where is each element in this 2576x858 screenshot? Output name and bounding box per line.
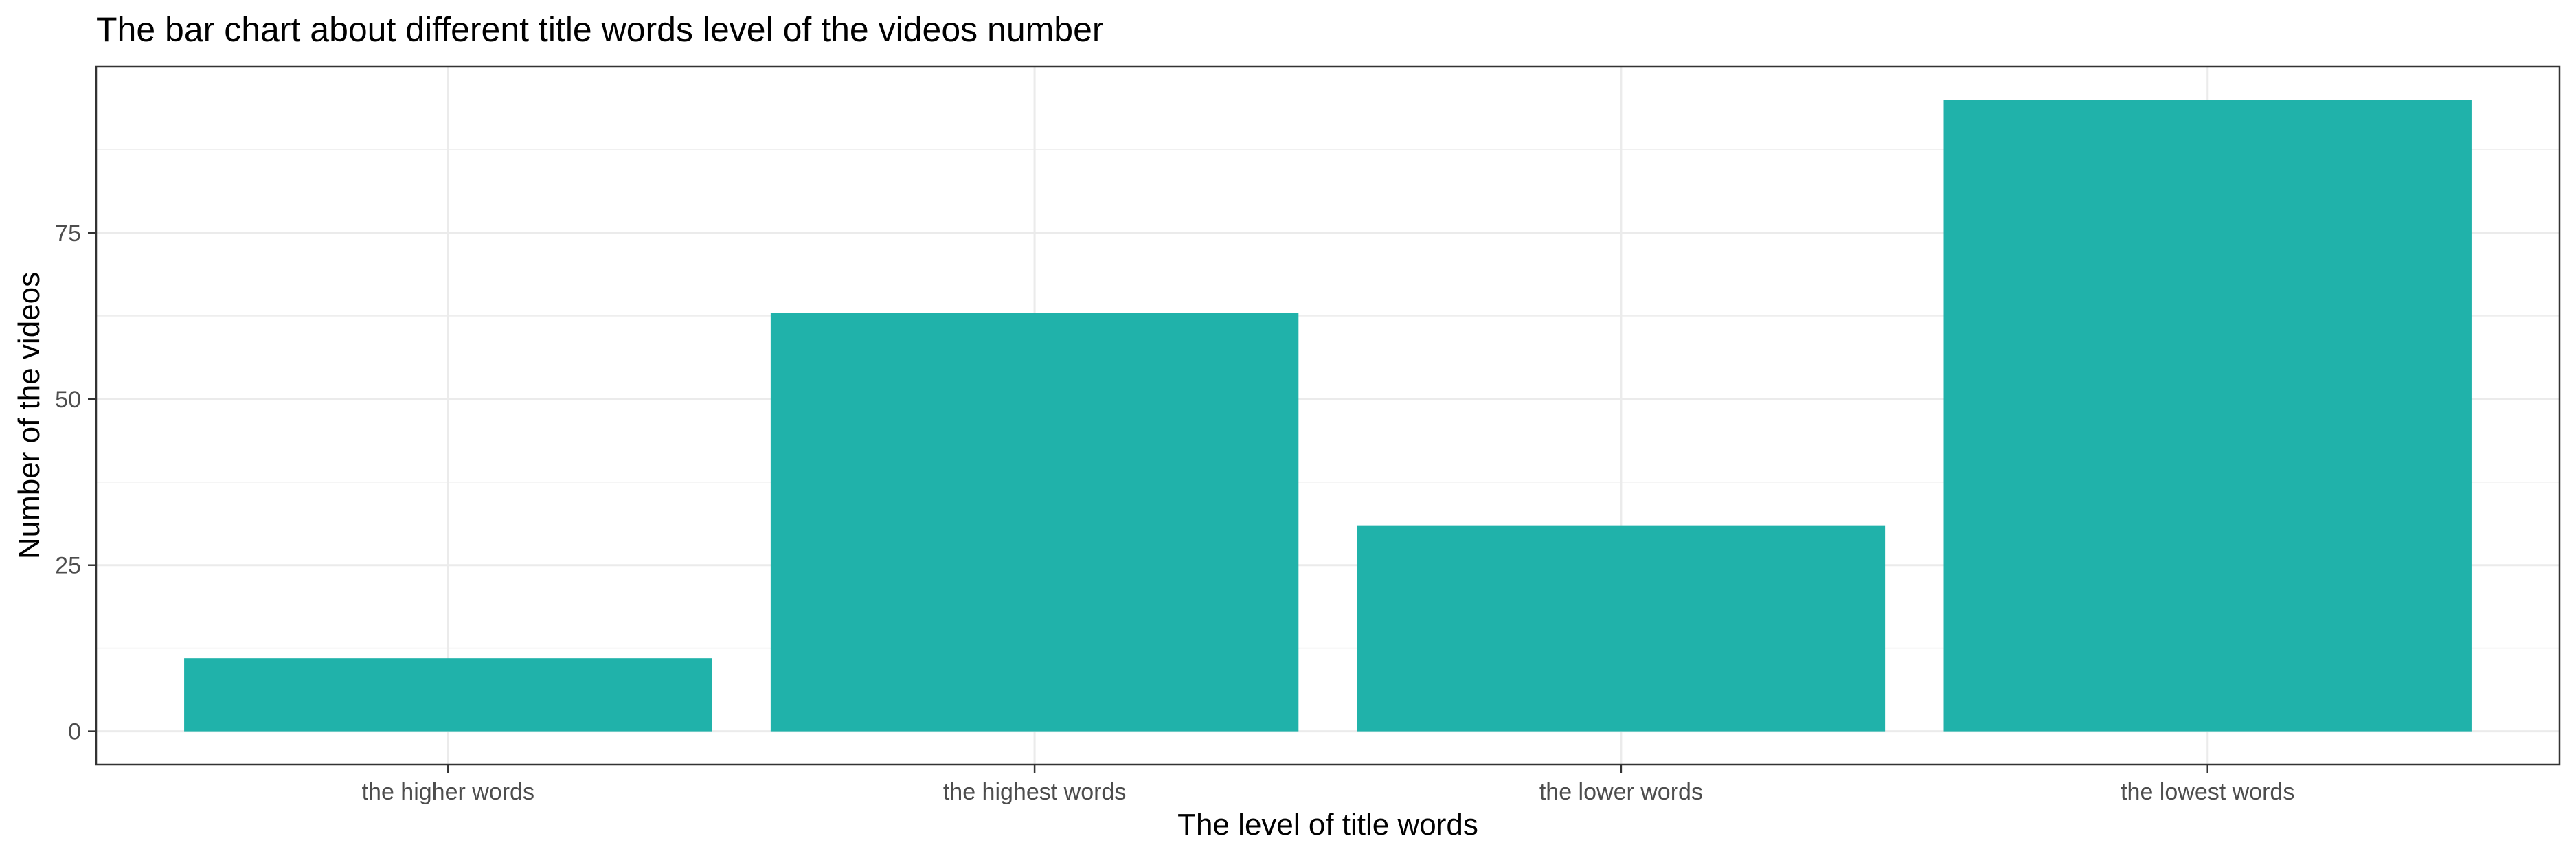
- y-tick-label: 75: [55, 221, 81, 247]
- x-tick-label: the highest words: [943, 779, 1127, 805]
- x-tick-label: the higher words: [362, 779, 534, 805]
- bar: [1943, 100, 2472, 732]
- bar: [1357, 525, 1886, 732]
- x-tick-label: the lowest words: [2121, 779, 2294, 805]
- y-tick-label: 25: [55, 553, 81, 579]
- y-tick-label: 0: [68, 719, 81, 745]
- bar: [184, 658, 712, 732]
- x-tick-label: the lower words: [1539, 779, 1703, 805]
- bar: [770, 313, 1299, 732]
- chart-title: The bar chart about different title word…: [96, 10, 1104, 49]
- x-axis: the higher words the highest words the low…: [362, 765, 2294, 805]
- y-axis: 0 25 50 75: [55, 221, 96, 745]
- y-tick-label: 50: [55, 387, 81, 413]
- y-axis-title: Number of the videos: [12, 272, 46, 559]
- x-axis-title: The level of title words: [1177, 808, 1478, 842]
- plot-border: [95, 65, 2561, 766]
- bars: [184, 100, 2472, 732]
